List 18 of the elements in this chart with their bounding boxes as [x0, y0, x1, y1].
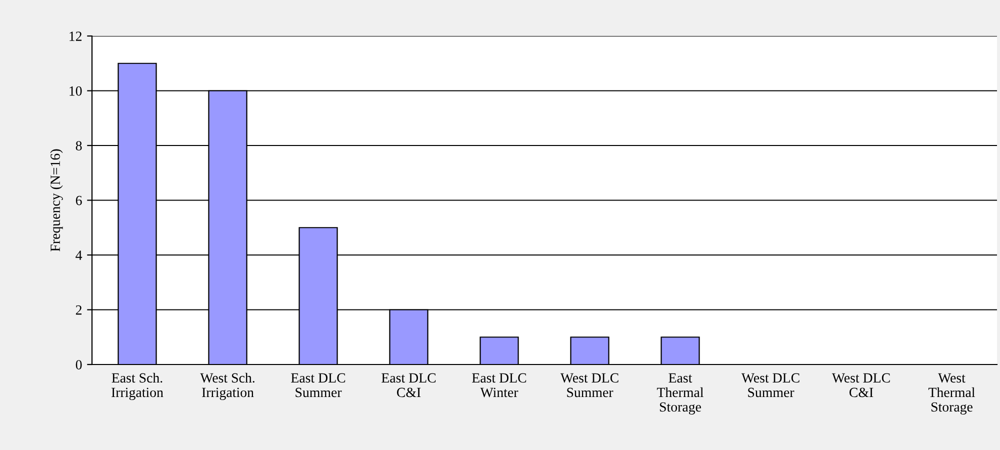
x-tick-label: East DLC Winter	[472, 373, 526, 398]
y-tick-label: 6	[76, 196, 82, 206]
x-tick-label: East DLC C&I	[382, 373, 436, 398]
x-tick-label: East Thermal Storage	[656, 373, 704, 415]
y-tick-label: 4	[76, 250, 82, 260]
x-tick-label: West DLC C&I	[832, 373, 890, 398]
y-tick-label: 0	[76, 360, 82, 370]
x-tick-label: East DLC Summer	[291, 373, 346, 398]
x-tick-label: West Thermal Storage	[928, 373, 975, 415]
x-tick-label: East Sch. Irrigation	[112, 372, 164, 400]
x-tick-label: West DLC Summer	[560, 373, 618, 398]
y-tick-label: 2	[76, 305, 82, 315]
x-tick-label: West DLC Summer	[741, 373, 800, 398]
y-tick-label: 8	[76, 141, 82, 150]
x-tick-label: West Sch. Irrigation	[200, 372, 254, 400]
y-tick-label: 10	[70, 86, 82, 96]
y-axis-title: Frequency (N=16)	[50, 149, 63, 252]
y-tick-label: 12	[70, 32, 82, 41]
